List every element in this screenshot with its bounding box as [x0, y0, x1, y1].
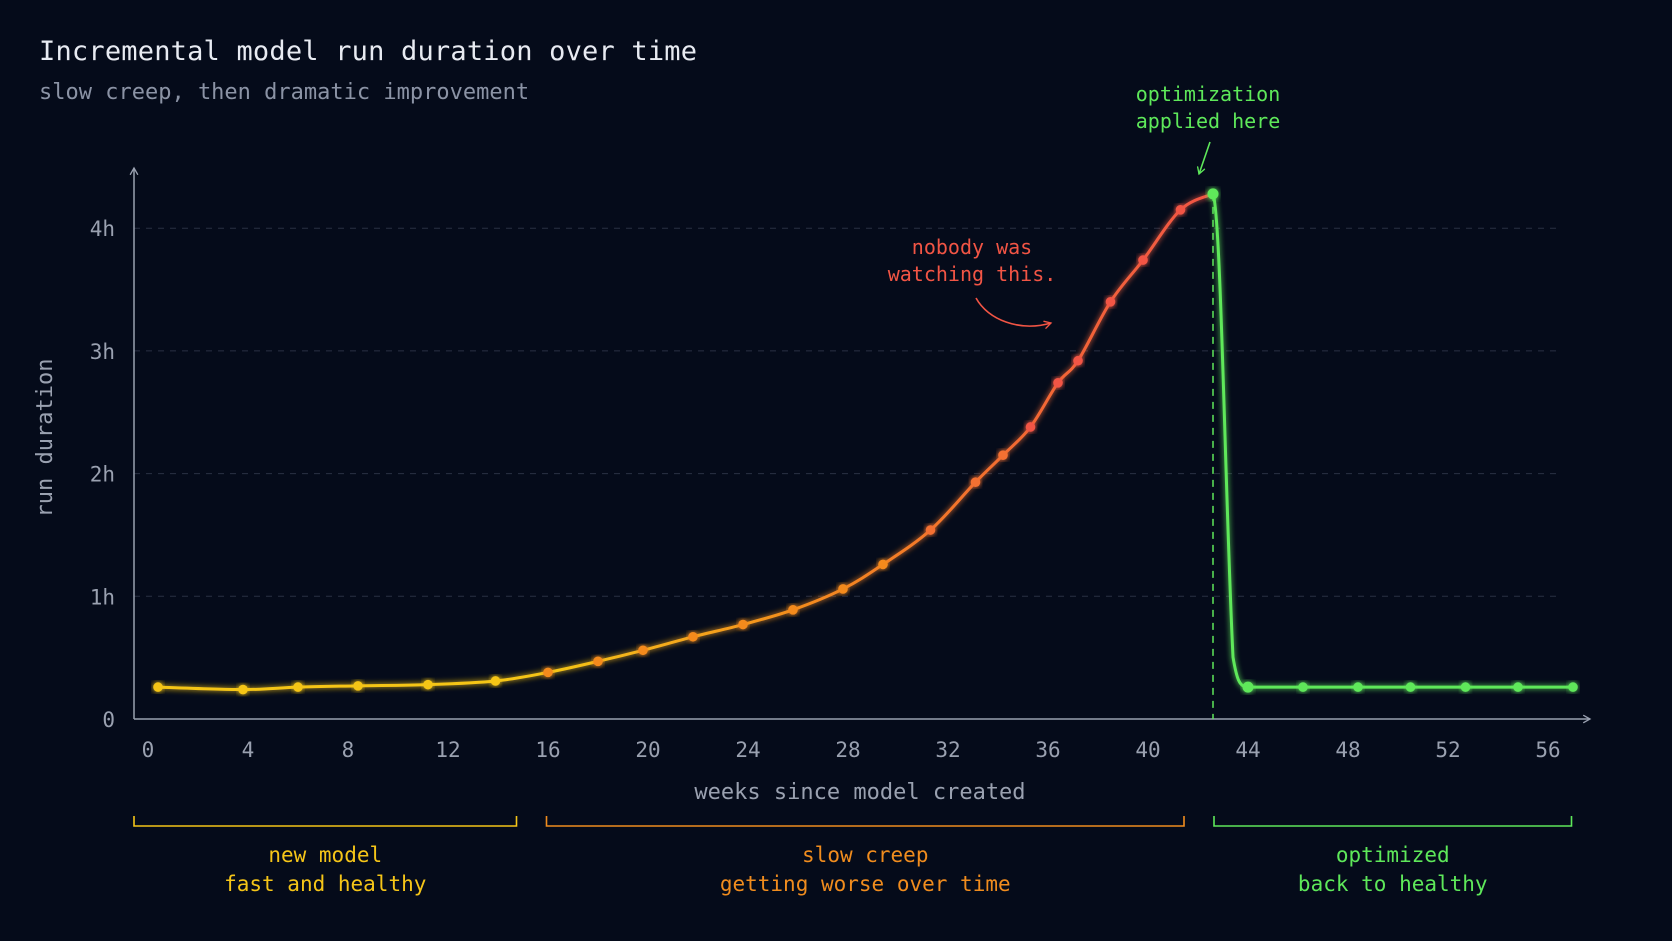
- data-point: [1405, 682, 1416, 692]
- x-tick-label: 8: [342, 738, 355, 762]
- data-point: [1053, 378, 1063, 388]
- data-point: [1105, 297, 1116, 307]
- phase-title: optimized: [1336, 843, 1450, 867]
- y-tick-label: 3h: [90, 340, 115, 364]
- x-tick-label: 36: [1035, 738, 1060, 762]
- phase-subtitle: getting worse over time: [720, 872, 1011, 896]
- data-point: [1025, 422, 1036, 432]
- phase-bracket: [545, 816, 1185, 827]
- phase-title: new model: [268, 843, 382, 867]
- data-point: [1175, 204, 1186, 215]
- optimization-arrow: [1196, 141, 1211, 176]
- data-point: [1513, 682, 1523, 692]
- x-tick-label: 48: [1335, 738, 1360, 762]
- optimization-annotation-line1: optimization: [1136, 82, 1281, 106]
- phase-subtitle: back to healthy: [1298, 872, 1488, 896]
- x-tick-label: 0: [142, 738, 155, 762]
- x-tick-label: 52: [1435, 738, 1460, 762]
- x-tick-label: 56: [1535, 738, 1560, 762]
- data-point: [788, 604, 798, 615]
- chart-title: Incremental model run duration over time: [39, 36, 698, 67]
- data-point: [1298, 682, 1308, 692]
- data-point: [925, 525, 936, 535]
- y-tick-label: 1h: [90, 585, 115, 609]
- x-axis-label: weeks since model created: [694, 780, 1025, 805]
- data-point: [688, 631, 698, 642]
- y-tick-label: 4h: [90, 217, 115, 241]
- data-point: [353, 681, 363, 691]
- phase-title: slow creep: [802, 843, 928, 867]
- data-point: [593, 656, 603, 667]
- data-point: [998, 450, 1008, 460]
- phase-subtitle: fast and healthy: [224, 872, 426, 896]
- x-tick-label: 24: [735, 738, 760, 762]
- x-tick-label: 40: [1135, 738, 1160, 762]
- data-point: [153, 682, 163, 692]
- series-line-optimized: [1211, 193, 1573, 689]
- optimization-annotation-line2: applied here: [1136, 109, 1281, 133]
- data-point: [738, 619, 748, 630]
- x-tick-label: 16: [535, 738, 560, 762]
- x-tick-label: 20: [635, 738, 660, 762]
- y-axis-label: run duration: [33, 359, 58, 518]
- data-point: [238, 684, 248, 695]
- nobody-annotation-line2: watching this.: [888, 262, 1057, 286]
- data-point: [838, 584, 848, 594]
- phase-bracket: [1213, 816, 1573, 827]
- data-point: [1242, 681, 1254, 693]
- data-point: [1207, 188, 1219, 200]
- x-tick-label: 32: [935, 738, 960, 762]
- nobody-annotation-line1: nobody was: [912, 235, 1032, 259]
- x-tick-label: 12: [435, 738, 460, 762]
- data-point: [1353, 682, 1363, 692]
- y-tick-label: 2h: [90, 463, 115, 487]
- phase-bracket: [133, 816, 518, 827]
- data-point: [423, 679, 433, 690]
- data-point: [1138, 255, 1148, 265]
- data-point: [1460, 682, 1471, 692]
- data-point: [878, 559, 888, 570]
- nobody-arrow: [975, 297, 1053, 329]
- data-point: [970, 477, 981, 487]
- data-point: [1568, 682, 1578, 692]
- data-point: [1073, 355, 1083, 366]
- data-point: [543, 667, 553, 678]
- x-tick-label: 4: [242, 738, 255, 762]
- chart-subtitle: slow creep, then dramatic improvement: [39, 80, 530, 105]
- data-point: [293, 682, 303, 692]
- x-tick-label: 44: [1235, 738, 1260, 762]
- data-point: [490, 676, 501, 686]
- y-tick-label: 0: [102, 708, 115, 732]
- x-tick-label: 28: [835, 738, 860, 762]
- data-point: [638, 645, 648, 656]
